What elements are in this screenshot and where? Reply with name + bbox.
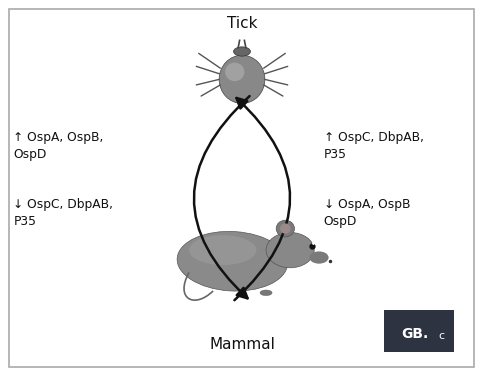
Text: ↑ OspC, DbpAB,
P35: ↑ OspC, DbpAB, P35 [324,131,424,161]
Text: ↓ OspA, OspB
OspD: ↓ OspA, OspB OspD [324,198,410,228]
Text: Mammal: Mammal [209,337,275,352]
Ellipse shape [219,55,265,104]
FancyArrowPatch shape [194,96,250,298]
Ellipse shape [189,235,257,265]
Text: GB.: GB. [402,327,429,341]
Ellipse shape [225,62,244,81]
Text: ↑ OspA, OspB,
OspD: ↑ OspA, OspB, OspD [14,131,104,161]
Ellipse shape [177,232,287,291]
Ellipse shape [260,290,272,295]
Ellipse shape [309,251,329,264]
Ellipse shape [276,220,294,237]
Text: c: c [438,331,444,341]
Ellipse shape [266,233,314,268]
FancyArrowPatch shape [234,98,290,300]
Text: Tick: Tick [227,16,257,31]
FancyBboxPatch shape [384,310,454,352]
Ellipse shape [280,223,290,234]
FancyBboxPatch shape [9,9,474,367]
Text: ↓ OspC, DbpAB,
P35: ↓ OspC, DbpAB, P35 [14,198,113,228]
Ellipse shape [234,47,250,56]
